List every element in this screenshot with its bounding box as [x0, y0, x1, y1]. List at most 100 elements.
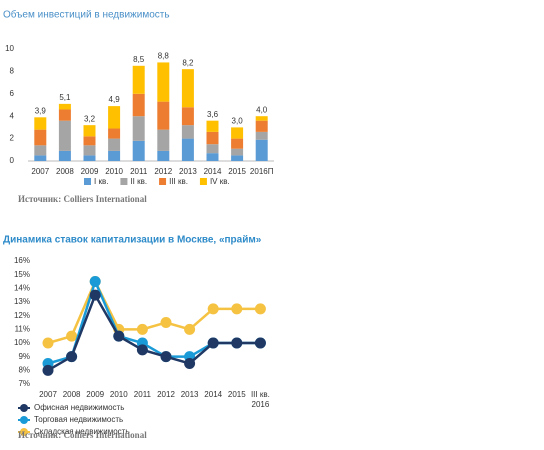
- bar-segment: [157, 150, 170, 161]
- bar-segment: [34, 145, 47, 156]
- bar-segment: [231, 127, 244, 139]
- x-tick-label: 2014: [204, 390, 222, 399]
- legend-label: Офисная недвижимость: [34, 403, 124, 412]
- marker: [42, 364, 54, 376]
- bar-segment: [255, 120, 268, 132]
- bar-segment: [206, 131, 219, 145]
- bar-segment: [132, 140, 145, 161]
- y-tick-label: 8: [10, 67, 15, 76]
- bar-segment: [132, 116, 145, 141]
- x-tick-label: 2008: [56, 167, 74, 176]
- bar-segment: [157, 129, 170, 151]
- y-tick-label: 13%: [14, 297, 30, 306]
- bar-segment: [255, 131, 268, 140]
- bar-segment: [181, 138, 194, 161]
- bar-segment: [34, 129, 47, 146]
- bar-segment: [132, 65, 145, 94]
- legend-label: Торговая недвижимость: [34, 415, 123, 424]
- y-tick-label: 14%: [14, 283, 30, 292]
- y-tick-label: 12%: [14, 311, 30, 320]
- bar-segment: [231, 148, 244, 156]
- bar-segment: [34, 117, 47, 130]
- total-label: 3,6: [207, 110, 219, 119]
- total-label: 5,1: [59, 93, 71, 102]
- marker: [113, 330, 125, 342]
- bar-segment: [108, 106, 121, 129]
- bar-segment: [206, 144, 219, 154]
- legend-label: II кв.: [130, 177, 147, 186]
- x-tick-label: 2012: [157, 390, 175, 399]
- marker: [184, 358, 196, 369]
- marker: [207, 337, 219, 349]
- bar-segment: [83, 145, 96, 156]
- bar-segment: [181, 69, 194, 108]
- total-label: 8,8: [158, 52, 170, 61]
- bar-segment: [58, 109, 71, 121]
- legend-label: Складская недвижимость: [34, 427, 130, 436]
- marker: [254, 303, 266, 315]
- legend-swatch: [199, 178, 207, 185]
- x-tick-label: III кв. 2016: [251, 390, 270, 409]
- legend-label: III кв.: [169, 177, 188, 186]
- x-tick-label: 2009: [81, 167, 99, 176]
- legend-label: IV кв.: [210, 177, 230, 186]
- bar-segment: [157, 62, 170, 102]
- bar-segment: [181, 107, 194, 126]
- y-tick-label: 0: [10, 156, 15, 165]
- total-label: 3,2: [84, 114, 96, 123]
- marker: [136, 323, 148, 335]
- chart-title: Динамика ставок капитализации в Москве, …: [3, 235, 262, 246]
- line: [47, 277, 261, 365]
- marker: [89, 289, 101, 301]
- bar-segment: [206, 153, 219, 161]
- x-tick-label: 2009: [86, 390, 104, 399]
- y-tick-label: 7%: [18, 379, 30, 388]
- total-label: 8,5: [133, 55, 145, 64]
- x-tick-label: 2013: [181, 390, 199, 399]
- marker: [184, 323, 196, 335]
- bar-segment: [231, 138, 244, 149]
- marker: [160, 351, 172, 363]
- total-label: 3,9: [35, 106, 47, 115]
- marker: [160, 317, 172, 328]
- x-tick-label: 2013: [179, 167, 197, 176]
- bar-segment: [34, 155, 47, 161]
- source: Источник: Colliers International: [18, 430, 147, 440]
- chart-title: Объем инвестиций в недвижимость: [3, 9, 170, 21]
- bar-segment: [58, 150, 71, 161]
- bar-segment: [181, 125, 194, 139]
- y-tick-label: 4: [10, 111, 15, 120]
- total-label: 3,0: [232, 117, 244, 126]
- marker: [231, 303, 243, 315]
- x-tick-label: 2010: [110, 390, 128, 399]
- y-tick-label: 6: [10, 89, 15, 98]
- y-tick-label: 15%: [14, 270, 30, 279]
- bar-segment: [157, 101, 170, 130]
- y-tick-label: 10%: [14, 338, 30, 347]
- y-tick-label: 2: [10, 134, 15, 143]
- x-tick-label: 2011: [130, 167, 148, 176]
- total-label: 4,0: [256, 105, 268, 114]
- total-label: 4,9: [109, 95, 121, 104]
- bar-segment: [108, 138, 121, 151]
- x-tick-label: 2007: [31, 167, 49, 176]
- bar-segment: [206, 120, 219, 132]
- bar-segment: [132, 93, 145, 117]
- bar-segment: [83, 136, 96, 146]
- bar-segment: [231, 155, 244, 161]
- x-tick-label: 2011: [134, 390, 152, 399]
- bar-segment: [83, 125, 96, 137]
- marker: [231, 337, 243, 349]
- y-tick-label: 8%: [18, 365, 30, 374]
- mask: [0, 436, 300, 450]
- x-tick-label: 2014: [204, 167, 222, 176]
- y-tick-label: 11%: [15, 324, 30, 333]
- x-tick-label: 2012: [154, 167, 172, 176]
- x-tick-label: 2016П: [250, 167, 274, 176]
- x-tick-label: 2015: [228, 167, 246, 176]
- y-tick-label: 16%: [14, 256, 30, 265]
- source: Источник: Colliers International: [18, 194, 147, 204]
- line: [47, 278, 261, 345]
- line: [47, 292, 261, 372]
